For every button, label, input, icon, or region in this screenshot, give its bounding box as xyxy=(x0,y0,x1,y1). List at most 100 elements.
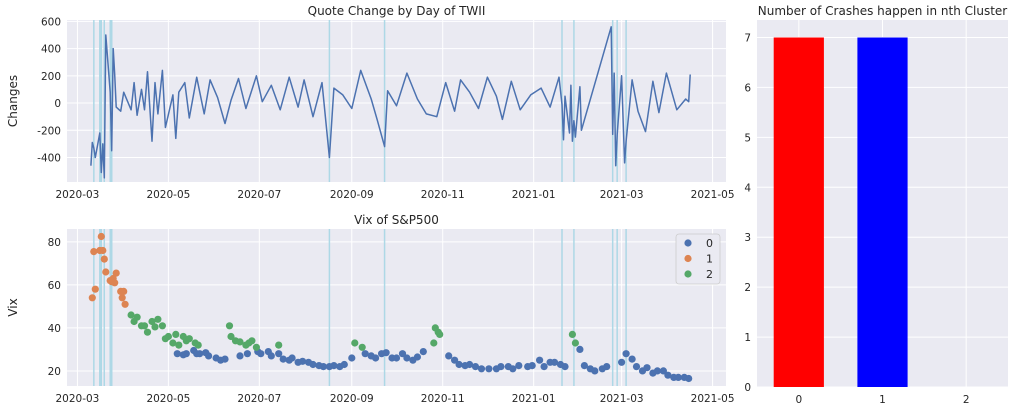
cluster-2-point xyxy=(568,330,577,338)
cluster-2-point xyxy=(151,323,159,331)
crash-count-bars xyxy=(773,37,908,387)
vix-panel: 2020-03 2020-05 2020-07 2020-09 2020-11 2021-… xyxy=(6,213,735,405)
cluster-2-point xyxy=(436,330,444,338)
cluster-1-point xyxy=(97,232,105,241)
cluster-0-point xyxy=(173,350,181,358)
cluster-0-point xyxy=(330,362,338,370)
cluster-0-point xyxy=(403,354,411,362)
cluster-0-point xyxy=(603,363,611,371)
cluster-2-point xyxy=(351,339,359,347)
cluster-1-point xyxy=(102,268,110,276)
cluster-2-point xyxy=(175,341,183,349)
cluster-0-point xyxy=(221,355,229,363)
vix-series xyxy=(88,232,693,383)
cluster-1-point xyxy=(111,279,119,287)
cluster-0-point xyxy=(340,360,348,369)
cluster-1-point xyxy=(99,246,107,255)
quote-change-line xyxy=(90,26,691,179)
cluster-0-point xyxy=(509,365,517,373)
cluster-0-point xyxy=(288,354,296,362)
x-tick-label: 2021-01 xyxy=(512,393,556,405)
cluster-0-point xyxy=(445,352,453,360)
cluster-2-point xyxy=(148,317,156,326)
vix-ticks: 2020-03 2020-05 2020-07 2020-09 2020-11 2021-… xyxy=(48,237,735,405)
cluster-0-point xyxy=(618,358,626,366)
cluster-0-point xyxy=(576,345,584,353)
quote-change-ylabel: Changes xyxy=(6,75,20,127)
cluster-2-point xyxy=(185,335,193,343)
quote-change-ticks: 2020-03 2020-05 2020-07 2020-09 2020-11 2021-… xyxy=(37,16,734,201)
y-tick-label: 6 xyxy=(744,82,751,94)
legend-marker-0 xyxy=(684,239,692,247)
cluster-0-point xyxy=(275,350,283,358)
x-tick-label: 0 xyxy=(795,394,802,406)
y-tick-label: 4 xyxy=(744,182,751,194)
quote-change-series xyxy=(90,26,691,179)
cluster-2-point xyxy=(154,315,162,323)
x-tick-label: 2021-01 xyxy=(512,189,556,201)
y-tick-label: 400 xyxy=(41,44,61,56)
x-tick-label: 2021-03 xyxy=(600,189,644,201)
y-tick-label: 5 xyxy=(744,132,751,144)
cluster-0-point xyxy=(536,356,544,364)
y-tick-label: 200 xyxy=(41,71,61,83)
cluster-0-point xyxy=(580,362,589,370)
cluster-0-point xyxy=(413,353,421,361)
quote-change-title: Quote Change by Day of TWII xyxy=(308,4,486,18)
x-tick-label: 2020-05 xyxy=(146,393,190,405)
bar-cluster-1 xyxy=(857,37,908,387)
cluster-1-point xyxy=(112,269,120,277)
cluster-0-point xyxy=(398,350,407,358)
cluster-1-point xyxy=(118,294,126,302)
legend-marker-2 xyxy=(684,270,692,278)
cluster-0-point xyxy=(372,354,380,362)
cluster-2-point xyxy=(143,328,152,336)
y-tick-label: 20 xyxy=(48,366,61,378)
cluster-0-point xyxy=(236,352,244,360)
legend-box xyxy=(675,233,721,285)
quote-change-crash-markers xyxy=(93,20,627,182)
x-tick-label: 2020-11 xyxy=(421,393,465,405)
crash-count-panel: 0 1 2 0 1 2 3 4 5 6 7 Number of Crashes happen in … xyxy=(744,4,1008,406)
cluster-0-point xyxy=(205,352,213,360)
cluster-0-point xyxy=(622,350,630,358)
cluster-1-point xyxy=(100,255,108,263)
cluster-0-point xyxy=(628,355,636,363)
cluster-2-point xyxy=(164,332,172,341)
y-tick-label: 1 xyxy=(744,332,751,344)
x-tick-label: 2 xyxy=(963,394,970,406)
x-tick-label: 2021-05 xyxy=(691,189,735,201)
cluster-0-point xyxy=(451,356,459,364)
cluster-1-point xyxy=(91,285,99,293)
legend-label-2: 2 xyxy=(706,268,713,281)
cluster-0-point xyxy=(243,350,251,358)
legend-label-0: 0 xyxy=(706,237,713,250)
cluster-0-point xyxy=(382,349,390,357)
cluster-2-point xyxy=(248,337,256,345)
cluster-0-point xyxy=(528,362,536,370)
cluster-0-point xyxy=(299,357,307,365)
cluster-2-point xyxy=(236,338,244,346)
cluster-0-point xyxy=(643,364,651,372)
cluster-0-point xyxy=(419,348,427,356)
cluster-0-point xyxy=(466,360,474,369)
x-tick-label: 2020-09 xyxy=(330,393,374,405)
x-tick-label: 2021-03 xyxy=(600,393,644,405)
cluster-1-point xyxy=(88,294,96,302)
cluster-0-point xyxy=(664,371,672,379)
cluster-0-point xyxy=(540,363,548,371)
cluster-0-point xyxy=(361,350,369,358)
vix-ylabel: Vix xyxy=(6,298,20,316)
cluster-0-point xyxy=(477,365,486,373)
vix-legend: 0 1 2 xyxy=(675,233,721,285)
cluster-0-point xyxy=(257,350,265,358)
x-tick-label: 1 xyxy=(879,394,886,406)
y-tick-label: 600 xyxy=(41,16,61,28)
crash-count-ticks: 0 1 2 0 1 2 3 4 5 6 7 xyxy=(744,32,969,406)
cluster-2-point xyxy=(127,311,135,319)
cluster-0-point xyxy=(279,355,287,363)
cluster-1-point xyxy=(90,248,98,256)
cluster-0-point xyxy=(632,363,641,371)
cluster-0-point xyxy=(196,350,204,358)
